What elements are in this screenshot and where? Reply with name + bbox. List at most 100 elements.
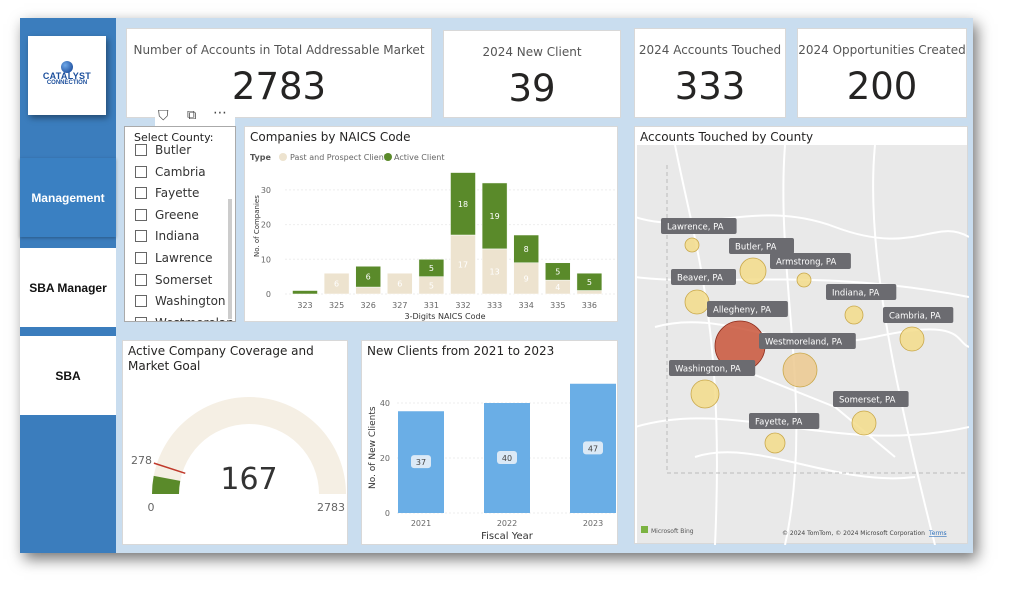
kpi-total-addressable-market: Number of Accounts in Total Addressable … [126, 28, 432, 118]
slicer-item-label: Westmoreland [155, 316, 235, 321]
x-tick-label: 2023 [583, 519, 603, 528]
legend-label-past: Past and Prospect Client [290, 153, 387, 162]
x-axis-label: 3-Digits NAICS Code [404, 312, 485, 321]
microsoft-logo-icon [641, 526, 648, 533]
checkbox[interactable] [135, 230, 147, 243]
checkbox[interactable] [135, 187, 147, 200]
nav-sba-button[interactable]: SBA [20, 336, 116, 415]
data-label: 19 [490, 212, 500, 221]
nav-sba-manager-button[interactable]: SBA Manager [20, 248, 116, 327]
county-label-bg [749, 413, 820, 429]
data-label: 4 [555, 283, 560, 292]
slicer-item-fayette[interactable]: Fayette [135, 186, 199, 200]
nav-label: Management [31, 190, 105, 205]
focus-mode-icon[interactable]: ⧉ [187, 108, 197, 123]
logo-text: CATALYST [42, 71, 92, 81]
slicer-item-indiana[interactable]: Indiana [135, 229, 199, 243]
gauge-target-line [153, 462, 186, 475]
county-map[interactable]: Lawrence, PA Butler, PA Armstrong, PA Beave… [635, 127, 969, 545]
kpi-label: 2024 Accounts Touched [638, 43, 782, 57]
bubble-lawrence [684, 237, 700, 253]
more-options-icon[interactable]: ⋯ [213, 105, 227, 121]
gauge-panel: Active Company Coverage and Market Goal … [122, 340, 348, 545]
slicer-item-butler[interactable]: Butler [135, 143, 191, 157]
bar-past-336 [576, 290, 603, 295]
road [654, 321, 969, 348]
map-panel: Accounts Touched by County Lawrence, PA B… [634, 126, 969, 545]
county-label: Butler, PA [735, 243, 777, 253]
bar-past-326 [355, 286, 381, 295]
kpi-value: 39 [508, 67, 556, 110]
x-tick-label: 325 [329, 301, 344, 310]
x-tick-label: 333 [487, 301, 502, 310]
map-title: Accounts Touched by County [640, 130, 814, 144]
filter-icon[interactable]: ⛉ [158, 108, 169, 124]
bar-past-334 [513, 262, 539, 295]
nav-label: SBA Manager [29, 280, 107, 295]
county-label: Beaver, PA [677, 274, 723, 284]
y-tick-label: 20 [261, 221, 271, 230]
bar-active-331 [418, 259, 445, 277]
x-axis-label: Fiscal Year [481, 531, 534, 542]
data-label: 6 [334, 280, 339, 289]
y-tick-label: 20 [380, 454, 390, 463]
gauge-fill [152, 475, 181, 494]
checkbox[interactable] [135, 295, 147, 308]
slicer-item-somerset[interactable]: Somerset [135, 273, 212, 287]
checkbox[interactable] [135, 273, 147, 286]
terms-link[interactable]: Terms [928, 530, 947, 537]
bubble-fayette [764, 432, 786, 454]
new-clients-title: New Clients from 2021 to 2023 [367, 344, 555, 358]
data-label-bg [411, 455, 431, 469]
x-tick-label: 323 [297, 301, 312, 310]
x-tick-label: 336 [582, 301, 597, 310]
road [694, 451, 916, 480]
legend-title: Type [250, 153, 271, 162]
checkbox[interactable] [135, 165, 147, 178]
slicer-item-lawrence[interactable]: Lawrence [135, 251, 213, 265]
legend-marker-active [384, 153, 392, 161]
county-label-bg [759, 333, 856, 349]
data-label: 13 [490, 267, 500, 276]
bar-active-326 [355, 265, 381, 288]
gauge-track [152, 397, 346, 494]
slicer-item-greene[interactable]: Greene [135, 208, 199, 222]
county-label: Westmoreland, PA [765, 338, 842, 348]
slicer-item-cambria[interactable]: Cambria [135, 165, 206, 179]
y-axis-label: No. of New Clients [368, 406, 378, 489]
bubble-somerset [851, 410, 877, 436]
county-label: Cambria, PA [889, 312, 941, 322]
legend-marker-past [279, 153, 287, 161]
slicer-item-washington[interactable]: Washington [135, 294, 226, 308]
checkbox[interactable] [135, 316, 147, 321]
data-label: 6 [397, 280, 402, 289]
x-tick-label: 332 [455, 301, 470, 310]
slicer-item-westmoreland[interactable]: Westmoreland [135, 316, 235, 321]
bubble-indiana [844, 305, 864, 325]
x-tick-label: 327 [392, 301, 407, 310]
bar-past-327 [387, 272, 413, 295]
checkbox[interactable] [135, 208, 147, 221]
gauge-title: Active Company Coverage and Market Goal [128, 344, 314, 373]
nav-management-button[interactable]: Management [20, 158, 116, 237]
y-tick-label: 10 [261, 255, 271, 264]
gauge-min-label: 0 [148, 501, 155, 514]
data-label: 37 [416, 458, 426, 467]
x-tick-label: 335 [550, 301, 565, 310]
kpi-value: 333 [674, 65, 746, 108]
checkbox[interactable] [135, 144, 147, 156]
data-label-bg [497, 451, 517, 464]
slicer-item-label: Lawrence [155, 251, 213, 265]
y-tick-label: 30 [261, 186, 271, 195]
logo-globe-icon [61, 61, 73, 73]
slicer-scrollbar[interactable] [228, 199, 232, 319]
data-label: 9 [524, 274, 529, 283]
county-label-bg [770, 253, 851, 269]
checkbox[interactable] [135, 252, 147, 264]
data-label: 8 [524, 245, 529, 254]
bubble-beaver [684, 289, 710, 315]
bar-active-334 [513, 234, 539, 264]
kpi-opportunities-created: 2024 Opportunities Created 200 [797, 28, 967, 118]
county-label-bg [883, 307, 954, 323]
